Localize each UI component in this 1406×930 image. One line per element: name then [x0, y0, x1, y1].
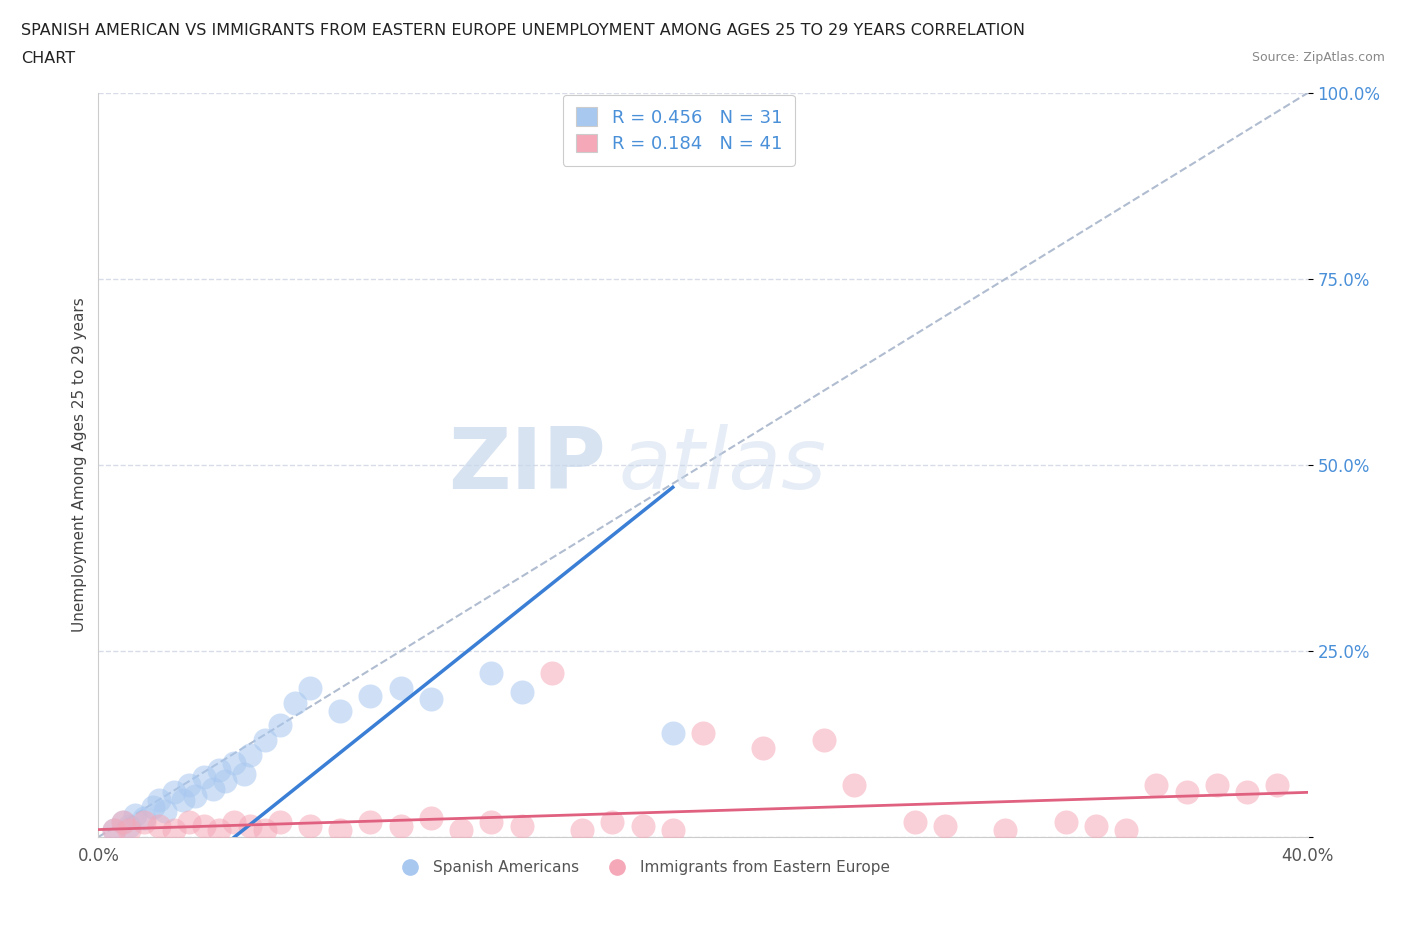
- Point: [1175, 785, 1198, 800]
- Point: [616, 138, 638, 153]
- Point: [844, 777, 866, 792]
- Text: SPANISH AMERICAN VS IMMIGRANTS FROM EASTERN EUROPE UNEMPLOYMENT AMONG AGES 25 TO: SPANISH AMERICAN VS IMMIGRANTS FROM EAST…: [21, 23, 1025, 38]
- Point: [179, 777, 201, 792]
- Point: [631, 818, 654, 833]
- Point: [540, 666, 562, 681]
- Point: [208, 763, 231, 777]
- Point: [661, 725, 683, 740]
- Point: [571, 822, 593, 837]
- Point: [111, 815, 134, 830]
- Point: [481, 815, 503, 830]
- Point: [510, 818, 533, 833]
- Point: [253, 822, 276, 837]
- Point: [202, 781, 225, 796]
- Point: [153, 804, 176, 818]
- Point: [994, 822, 1017, 837]
- Point: [389, 681, 412, 696]
- Point: [193, 770, 215, 785]
- Point: [269, 815, 291, 830]
- Point: [1206, 777, 1229, 792]
- Point: [692, 725, 714, 740]
- Point: [481, 666, 503, 681]
- Point: [360, 815, 382, 830]
- Text: atlas: atlas: [619, 423, 827, 507]
- Point: [420, 692, 443, 707]
- Point: [224, 815, 246, 830]
- Point: [103, 822, 125, 837]
- Point: [163, 785, 186, 800]
- Point: [284, 696, 307, 711]
- Legend: Spanish Americans, Immigrants from Eastern Europe: Spanish Americans, Immigrants from Easte…: [388, 855, 897, 882]
- Point: [179, 815, 201, 830]
- Y-axis label: Unemployment Among Ages 25 to 29 years: Unemployment Among Ages 25 to 29 years: [72, 298, 87, 632]
- Point: [602, 815, 624, 830]
- Point: [1236, 785, 1258, 800]
- Point: [269, 718, 291, 733]
- Point: [118, 818, 141, 833]
- Point: [1085, 818, 1108, 833]
- Point: [124, 807, 146, 822]
- Point: [813, 733, 835, 748]
- Point: [752, 740, 775, 755]
- Point: [224, 755, 246, 770]
- Point: [132, 815, 155, 830]
- Point: [450, 822, 472, 837]
- Point: [360, 688, 382, 703]
- Point: [208, 822, 231, 837]
- Point: [934, 818, 956, 833]
- Text: Source: ZipAtlas.com: Source: ZipAtlas.com: [1251, 51, 1385, 64]
- Point: [661, 822, 683, 837]
- Point: [389, 818, 412, 833]
- Point: [904, 815, 927, 830]
- Point: [132, 811, 155, 826]
- Point: [103, 822, 125, 837]
- Text: ZIP: ZIP: [449, 423, 606, 507]
- Point: [299, 818, 322, 833]
- Point: [118, 822, 141, 837]
- Point: [239, 818, 262, 833]
- Point: [329, 822, 352, 837]
- Point: [142, 800, 165, 815]
- Point: [329, 703, 352, 718]
- Point: [193, 818, 215, 833]
- Point: [148, 818, 170, 833]
- Point: [253, 733, 276, 748]
- Point: [214, 774, 236, 789]
- Point: [1267, 777, 1289, 792]
- Point: [232, 766, 254, 781]
- Point: [1144, 777, 1167, 792]
- Point: [239, 748, 262, 763]
- Point: [420, 811, 443, 826]
- Point: [148, 792, 170, 807]
- Point: [1115, 822, 1137, 837]
- Point: [510, 684, 533, 699]
- Point: [172, 792, 194, 807]
- Point: [299, 681, 322, 696]
- Point: [1054, 815, 1077, 830]
- Text: CHART: CHART: [21, 51, 75, 66]
- Point: [111, 815, 134, 830]
- Point: [184, 789, 207, 804]
- Point: [163, 822, 186, 837]
